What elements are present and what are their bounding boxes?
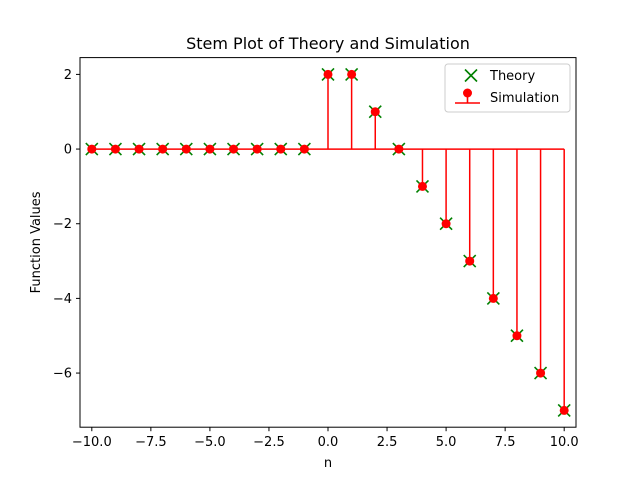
simulation-marker (87, 144, 97, 154)
simulation-marker (276, 144, 286, 154)
legend-box (444, 63, 571, 113)
chart-title: Stem Plot of Theory and Simulation (186, 34, 470, 53)
y-tick-label: −4 (53, 292, 72, 307)
x-tick-label: −5.0 (194, 435, 226, 450)
y-tick-label: −2 (53, 217, 72, 232)
simulation-marker (205, 144, 215, 154)
x-tick-label: −10.0 (72, 435, 112, 450)
plot-area (85, 67, 571, 417)
simulation-marker (559, 405, 569, 415)
y-axis-label: Function Values (29, 191, 44, 293)
simulation-marker (488, 293, 498, 303)
simulation-marker (158, 144, 168, 154)
y-axis-ticks: 2 0 −2 −4 −6 (53, 68, 80, 382)
simulation-marker (512, 331, 522, 341)
simulation-marker (417, 181, 427, 191)
y-tick-label: 2 (64, 68, 72, 83)
x-tick-label: 0.0 (318, 435, 339, 450)
legend-theory-marker-icon (464, 68, 478, 83)
legend-simulation-label: Simulation (490, 91, 559, 106)
simulation-marker (110, 144, 120, 154)
y-tick-label: −6 (53, 367, 72, 382)
legend-theory-label: Theory (489, 69, 535, 84)
y-tick-label: 0 (64, 143, 72, 158)
x-axis-label: n (324, 456, 332, 471)
simulation-marker (252, 144, 262, 154)
simulation-marker (347, 69, 357, 79)
simulation-marker (134, 144, 144, 154)
simulation-marker (323, 69, 333, 79)
x-tick-label: −7.5 (135, 435, 167, 450)
x-tick-label: 7.5 (495, 435, 516, 450)
simulation-marker (299, 144, 309, 154)
simulation-marker (441, 219, 451, 229)
simulation-marker (370, 107, 380, 117)
legend-simulation-marker-icon (455, 88, 480, 104)
simulation-marker (229, 144, 239, 154)
x-tick-label: 2.5 (377, 435, 398, 450)
simulation-marker (536, 368, 546, 378)
legend: Theory Simulation (444, 63, 571, 113)
simulation-marker (394, 144, 404, 154)
x-tick-label: −2.5 (253, 435, 285, 450)
simulation-marker (465, 256, 475, 266)
x-tick-label: 10.0 (550, 435, 579, 450)
simulation-marker (181, 144, 191, 154)
x-axis-ticks: −10.0 −7.5 −5.0 −2.5 0.0 2.5 5.0 7.5 10.0 (72, 427, 579, 450)
x-tick-label: 5.0 (436, 435, 457, 450)
